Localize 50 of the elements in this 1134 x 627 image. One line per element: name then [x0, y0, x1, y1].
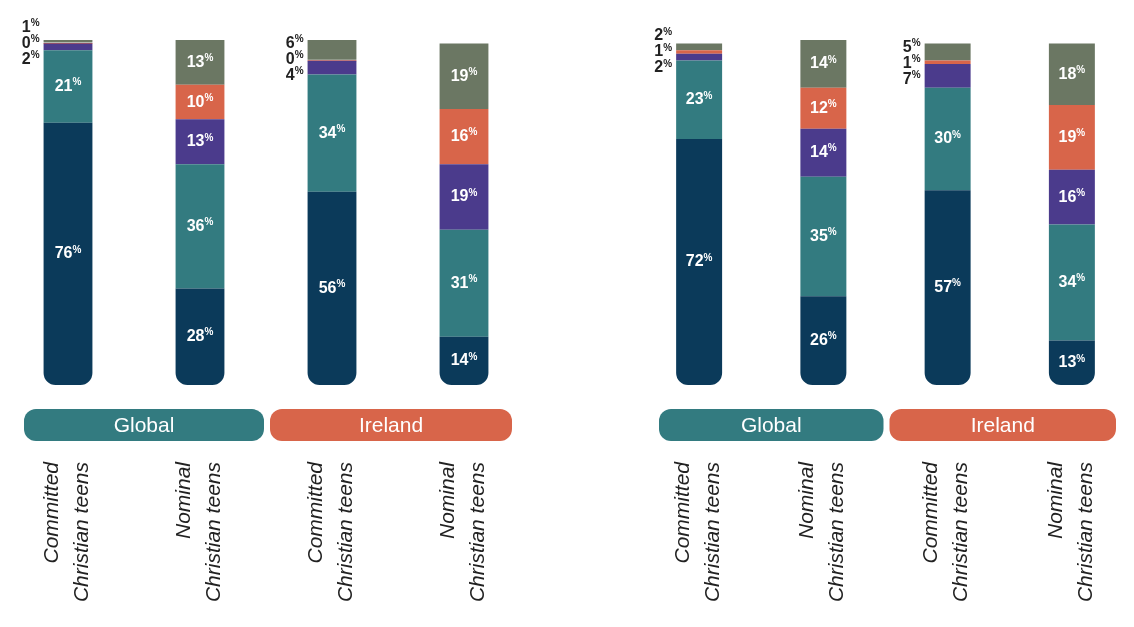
- data-label: 23%: [685, 89, 713, 108]
- data-label: 13%: [1058, 352, 1086, 371]
- data-label: 2%: [654, 25, 673, 44]
- data-label: 1%: [654, 41, 673, 60]
- data-label: 5%: [902, 37, 921, 55]
- data-label: 21%: [54, 76, 82, 94]
- x-tick-label: Committed Christian teens: [669, 460, 723, 603]
- data-label: 14%: [810, 142, 837, 161]
- data-label: 0%: [285, 48, 304, 67]
- data-label: 19%: [1058, 127, 1086, 145]
- data-label: 13%: [186, 52, 214, 70]
- data-label: 14%: [810, 53, 837, 72]
- data-label: 13%: [186, 131, 214, 150]
- data-label: 4%: [285, 64, 304, 83]
- data-label: 18%: [1058, 63, 1086, 82]
- x-tick-label: Committed Christian teens: [38, 460, 92, 603]
- text: Global: [740, 412, 802, 436]
- data-label: 6%: [285, 32, 304, 51]
- text: Ireland: [970, 412, 1035, 436]
- text: Global: [113, 412, 175, 436]
- x-tick-label: Nominal Christian teens: [794, 460, 848, 603]
- data-label: 19%: [450, 65, 478, 84]
- data-label: 28%: [186, 326, 214, 345]
- data-label: 12%: [810, 98, 837, 116]
- data-label: 16%: [450, 126, 478, 145]
- data-label: 35%: [810, 226, 837, 244]
- data-label: 57%: [934, 277, 962, 296]
- data-label: 26%: [810, 330, 837, 348]
- data-label: 19%: [450, 186, 478, 205]
- data-label: 1%: [902, 53, 921, 71]
- data-label: 7%: [902, 69, 921, 87]
- data-label: 31%: [450, 272, 478, 291]
- data-label: 2%: [654, 57, 673, 76]
- data-label: 14%: [450, 350, 478, 369]
- data-label: 10%: [186, 91, 214, 110]
- data-label: 34%: [1058, 272, 1086, 290]
- text: Ireland: [358, 412, 424, 436]
- x-tick-label: Nominal Christian teens: [434, 460, 488, 603]
- data-label: 34%: [318, 122, 346, 141]
- x-tick-label: Nominal Christian teens: [170, 460, 224, 603]
- data-label: 56%: [318, 278, 346, 296]
- data-label: 2%: [21, 49, 40, 68]
- x-tick-label: Committed Christian teens: [918, 460, 972, 603]
- data-label: 16%: [1058, 186, 1086, 205]
- x-tick-label: Nominal Christian teens: [1042, 460, 1096, 603]
- data-label: 76%: [54, 243, 82, 262]
- data-label: 72%: [685, 251, 713, 270]
- x-tick-label: Committed Christian teens: [302, 460, 356, 603]
- data-label: 30%: [934, 128, 962, 147]
- data-label: 36%: [186, 216, 214, 234]
